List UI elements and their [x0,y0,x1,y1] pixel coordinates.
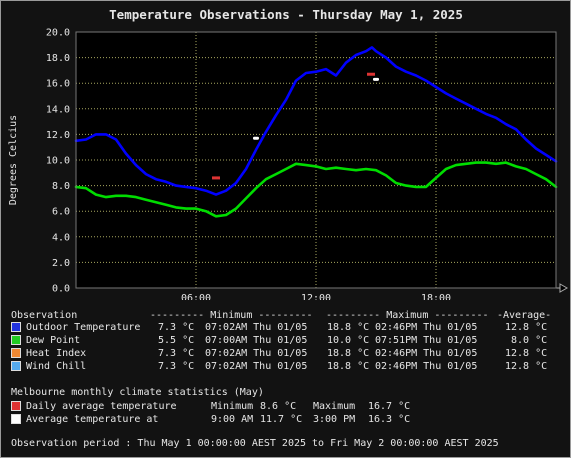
legend-label: Outdoor Temperature [26,322,141,333]
legend-header-minimum: --------- Minimum --------- [150,310,313,321]
y-tick-label: 8.0 [52,181,70,192]
legend-label: Dew Point [26,335,81,346]
climate-swatch-daily-average [11,401,21,411]
x-axis-arrow [559,283,569,293]
x-tick-label: 06:00 [181,293,211,300]
legend-header-maximum: --------- Maximum --------- [326,310,489,321]
legend-swatch-dew-point [11,335,21,345]
climate-title: Melbourne monthly climate statistics (Ma… [11,387,264,398]
y-tick-label: 16.0 [46,79,70,90]
legend-label: Wind Chill [26,361,87,372]
legend-swatch-wind-chill [11,361,21,371]
y-tick-label: 6.0 [52,207,70,218]
climate-max-value: 16.7 °C [368,401,411,412]
climate-min-value: 8.6 °C [260,401,297,412]
y-tick-label: 20.0 [46,28,70,39]
legend-min-value: 7.3 °C [158,348,195,359]
legend-max-value: 18.8 °C [327,348,370,359]
x-tick-labels: 06:00 12:00 18:00 [181,293,451,300]
climate-label: Average temperature at [26,414,159,425]
y-tick-label: 14.0 [46,104,70,115]
legend-min-value: 5.5 °C [158,335,195,346]
legend-max-time: 02:46PM Thu 01/05 [375,361,478,372]
legend-min-time: 07:02AM Thu 01/05 [205,348,308,359]
y-axis-label: Degrees Celcius [8,115,19,205]
series-line-outdoor-temperature [74,46,558,196]
legend-average: 8.0 °C [511,335,548,346]
y-tick-label: 10.0 [46,156,70,167]
climate-swatch-average-at [11,414,21,424]
y-tick-labels: 0.0 2.0 4.0 6.0 8.0 10.0 12.0 14.0 16.0 18.0 20.0 [46,28,70,295]
legend-min-value: 7.3 °C [158,361,195,372]
climate-time-2: 3:00 PM [313,414,356,425]
series-lines [74,46,558,218]
average-temperature-marker [253,136,259,140]
plot-border [75,31,557,289]
legend-average: 12.8 °C [505,361,548,372]
legend-average: 12.8 °C [505,322,548,333]
daily-average-marker [212,176,220,180]
legend-min-value: 7.3 °C [158,322,195,333]
temperature-chart: Temperature Observations - Thursday May … [8,7,569,300]
y-tick-label: 4.0 [52,232,70,243]
x-tick-label: 18:00 [421,293,451,300]
legend-max-value: 10.0 °C [327,335,370,346]
x-tick-label: 12:00 [301,293,331,300]
legend-swatch-heat-index [11,348,21,358]
legend-max-time: 02:46PM Thu 01/05 [375,348,478,359]
legend-average: 12.8 °C [505,348,548,359]
grid-lines [76,32,556,288]
series-line-dew-point [74,161,558,218]
legend-min-time: 07:02AM Thu 01/05 [205,361,308,372]
legend-max-value: 18.8 °C [327,361,370,372]
legend-min-time: 07:00AM Thu 01/05 [205,335,308,346]
legend-swatch-outdoor [11,322,21,332]
legend-label: Heat Index [26,348,87,359]
legend-max-time: 02:46PM Thu 01/05 [375,322,478,333]
climate-label: Daily average temperature [26,401,177,412]
daily-average-marker [367,72,375,76]
legend-max-time: 07:51PM Thu 01/05 [375,335,478,346]
average-temperature-marker [373,77,379,81]
climate-time-1: 9:00 AM [211,414,254,425]
legend-max-value: 18.8 °C [327,322,370,333]
y-tick-label: 0.0 [52,284,70,295]
climate-value-2: 16.3 °C [368,414,411,425]
legend-header-observation: Observation [11,310,78,321]
climate-max-label: Maximum [313,401,356,412]
y-tick-label: 18.0 [46,53,70,64]
climate-value-1: 11.7 °C [260,414,303,425]
observation-period: Observation period : Thu May 1 00:00:00 … [11,438,499,449]
climate-min-label: Minimum [211,401,254,412]
chart-title: Temperature Observations - Thursday May … [109,7,463,22]
legend-min-time: 07:02AM Thu 01/05 [205,322,308,333]
y-tick-label: 12.0 [46,130,70,141]
climate-markers [212,72,379,180]
legend-header-average: -Average- [497,310,552,321]
y-tick-label: 2.0 [52,258,70,269]
